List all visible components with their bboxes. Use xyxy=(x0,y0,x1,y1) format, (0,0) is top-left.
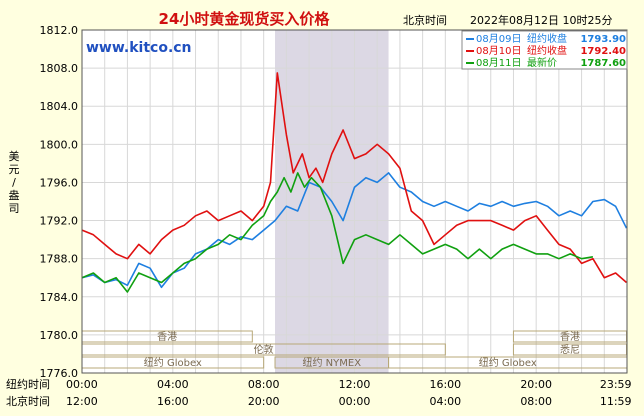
session-label: 纽约 Globex xyxy=(144,356,202,369)
watermark-url: www.kitco.cn xyxy=(86,40,192,56)
y-tick-label: 1784.0 xyxy=(40,291,79,304)
legend-item: 08月11日 最新价 1787.60 xyxy=(466,56,626,69)
series-line xyxy=(81,72,628,284)
y-label-char: 元 xyxy=(9,163,20,176)
y-tick-label: 1792.0 xyxy=(40,215,79,228)
timezone-label: 北京时间 xyxy=(403,13,447,27)
y-tick-label: 1780.0 xyxy=(40,329,79,342)
ny-tick-label: 16:00 xyxy=(429,378,461,391)
legend-date: 08月09日 xyxy=(476,33,521,45)
y-axis: 1776.0 1780.0 1784.0 1788.0 1792.0 1796.0 1800… xyxy=(40,24,79,380)
session-label: 伦敦 xyxy=(254,343,274,356)
series-line xyxy=(81,172,594,293)
y-label-char: 盎 xyxy=(9,188,20,202)
ny-tick-label: 08:00 xyxy=(248,378,280,391)
legend-value: 1787.60 xyxy=(580,58,626,69)
bj-tick-label: 20:00 xyxy=(248,395,280,408)
ny-tick-label: 04:00 xyxy=(157,378,189,391)
y-tick-label: 1804.0 xyxy=(40,100,79,113)
datetime-label: 2022年08月12日 10时25分 xyxy=(470,13,612,27)
legend-label: 纽约收盘 xyxy=(527,32,567,45)
ny-tick-label: 20:00 xyxy=(520,378,552,391)
y-tick-label: 1808.0 xyxy=(40,62,79,75)
y-tick-label: 1812.0 xyxy=(40,24,79,37)
y-tick-label: 1776.0 xyxy=(40,367,79,380)
chart-title: 24小时黄金现货买入价格 xyxy=(159,10,331,28)
session-label: 纽约 Globex xyxy=(479,356,537,369)
y-tick-label: 1796.0 xyxy=(40,176,79,189)
session-label: 纽约 NYMEX xyxy=(303,356,362,369)
y-label-char: / xyxy=(12,176,16,189)
legend-label: 纽约收盘 xyxy=(527,44,567,57)
ny-time-row-label: 纽约时间 xyxy=(6,377,50,391)
legend-label: 最新价 xyxy=(527,56,557,69)
y-label-char: 司 xyxy=(9,202,20,215)
legend-item: 08月10日 纽约收盘 1792.40 xyxy=(466,44,626,57)
legend-value: 1792.40 xyxy=(580,46,626,57)
session-label: 悉尼 xyxy=(560,344,580,356)
y-tick-label: 1788.0 xyxy=(40,253,79,266)
bj-tick-label: 12:00 xyxy=(66,395,98,408)
bj-tick-label: 04:00 xyxy=(429,395,461,408)
legend-date: 08月11日 xyxy=(476,57,521,69)
bj-tick-label: 00:00 xyxy=(339,395,371,408)
ny-tick-label: 00:00 xyxy=(66,378,98,391)
ny-tick-label: 12:00 xyxy=(339,378,371,391)
session-label: 香港 xyxy=(560,331,580,343)
ny-tick-label: 23:59 xyxy=(600,378,632,391)
bj-time-row-label: 北京时间 xyxy=(6,394,50,408)
y-label-char: 美 xyxy=(9,150,20,163)
bj-tick-label: 08:00 xyxy=(520,395,552,408)
legend-box xyxy=(461,30,628,70)
bj-tick-label: 16:00 xyxy=(157,395,189,408)
legend-item: 08月09日 纽约收盘 1793.90 xyxy=(466,32,626,45)
y-tick-label: 1800.0 xyxy=(40,138,79,151)
plot-border xyxy=(81,29,628,374)
series-lines xyxy=(81,72,628,293)
legend-date: 08月10日 xyxy=(476,45,521,57)
session-label: 香港 xyxy=(157,331,177,343)
y-axis-label: 美元/盎司 xyxy=(9,150,20,215)
bj-tick-label: 11:59 xyxy=(600,395,632,408)
legend-value: 1793.90 xyxy=(580,34,626,45)
